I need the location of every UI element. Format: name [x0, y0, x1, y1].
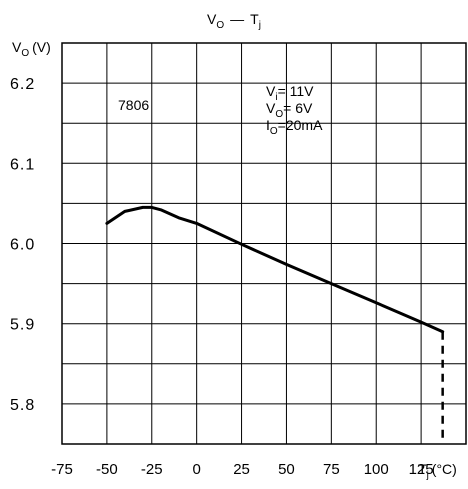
chart-title: VO — Tj — [207, 11, 261, 31]
x-tick-label: 100 — [364, 461, 389, 478]
series-line — [105, 205, 445, 334]
condition-line: Vi= 11V — [266, 83, 314, 103]
condition-value: = 6V — [283, 100, 313, 116]
y-axis-label-symbol: V — [12, 39, 22, 55]
title-symbol-b: T — [250, 11, 259, 27]
title-sub-b: j — [258, 20, 261, 31]
x-tick-label: 75 — [323, 461, 340, 478]
y-tick-label: 6.2 — [10, 76, 35, 93]
grid — [62, 43, 466, 444]
condition-sub: O — [275, 109, 283, 120]
x-tick-label: -75 — [51, 461, 73, 478]
condition-sub: O — [270, 126, 278, 137]
condition-symbol: I — [266, 117, 270, 133]
title-sub-a: O — [216, 20, 224, 31]
x-tick-label: -50 — [96, 461, 118, 478]
plot-frame — [61, 42, 467, 445]
x-axis-label-sub: j — [426, 470, 429, 481]
condition-symbol: V — [266, 83, 276, 99]
y-tick-label: 6.1 — [10, 156, 35, 173]
x-tick-labels: -75 -50 -25 0 25 50 75 100 125 — [51, 461, 433, 478]
x-axis-label-symbol: T — [418, 461, 427, 477]
condition-line: IO=20mA — [266, 117, 323, 137]
x-tick-label: 0 — [192, 461, 200, 478]
x-tick-label: -25 — [141, 461, 163, 478]
x-axis-label: Tj (°C) — [418, 461, 457, 481]
condition-line: VO= 6V — [266, 100, 313, 120]
x-tick-label: 50 — [278, 461, 295, 478]
x-axis-label-unit: (°C) — [432, 461, 457, 477]
condition-symbol: V — [266, 100, 276, 116]
x-tick-label: 25 — [233, 461, 250, 478]
condition-value: =20mA — [278, 117, 323, 133]
y-tick-label: 5.9 — [10, 317, 35, 334]
y-axis-label-sub: O — [21, 48, 29, 59]
y-axis-label: VO (V) — [12, 39, 51, 59]
condition-value: = 11V — [278, 83, 315, 99]
title-symbol-a: V — [207, 11, 217, 27]
device-label: 7806 — [118, 97, 149, 113]
title-dash: — — [230, 11, 244, 27]
y-axis-label-unit: (V) — [32, 39, 51, 55]
condition-sub: i — [275, 92, 277, 103]
x-tick-label: 125 — [409, 461, 434, 478]
y-tick-label: 5.8 — [10, 397, 35, 414]
y-tick-label: 6.0 — [10, 237, 35, 254]
y-tick-labels: 5.8 5.9 6.0 6.1 6.2 — [10, 76, 35, 414]
